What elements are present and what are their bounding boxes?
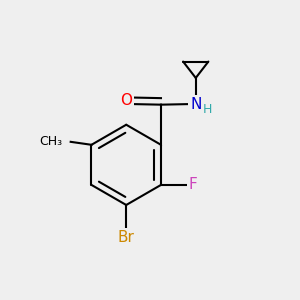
Text: O: O xyxy=(120,93,132,108)
Text: Br: Br xyxy=(118,230,135,245)
Text: F: F xyxy=(188,177,197,192)
Text: N: N xyxy=(190,97,201,112)
Text: CH₃: CH₃ xyxy=(39,135,62,148)
Text: H: H xyxy=(203,103,212,116)
